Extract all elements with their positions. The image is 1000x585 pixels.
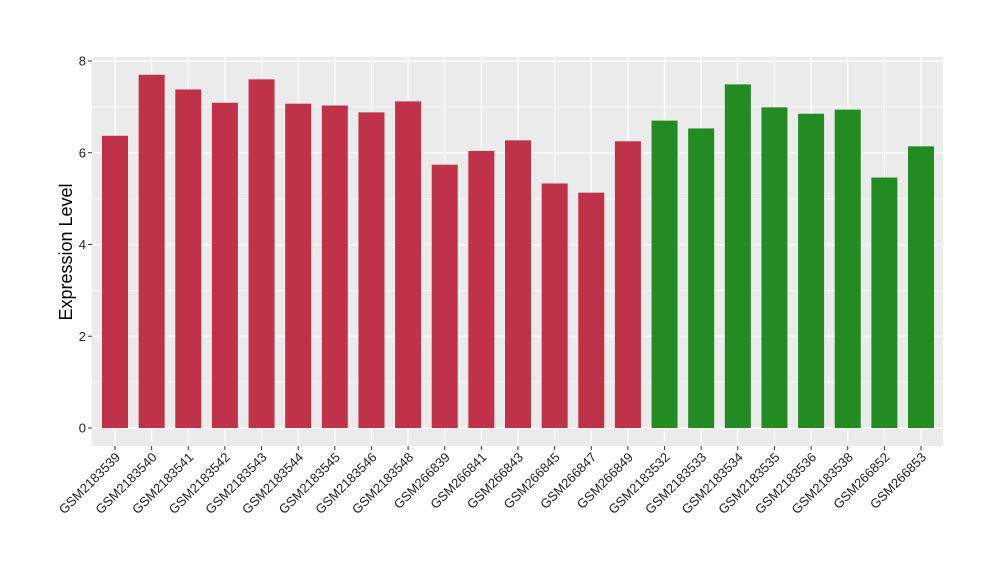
bar-GSM2183548: [395, 101, 422, 429]
y-axis: 0 2 4 6 8: [79, 54, 92, 436]
bar-GSM2183541: [175, 89, 202, 428]
bar-GSM266843: [505, 140, 531, 428]
bar-GSM2183532: [651, 120, 678, 428]
bar-GSM266853: [908, 146, 934, 428]
bars: [102, 74, 934, 429]
bar-GSM2183533: [688, 128, 715, 428]
bar-GSM2183543: [248, 79, 275, 428]
bar-GSM2183542: [211, 102, 238, 428]
bar-GSM266839: [431, 164, 458, 429]
bar-GSM2183538: [834, 109, 861, 428]
bar-GSM2183536: [798, 113, 825, 428]
bar-GSM266849: [614, 141, 641, 428]
bar-GSM266845: [541, 183, 568, 428]
bar-GSM2183535: [761, 107, 788, 429]
bar-GSM2183546: [358, 112, 385, 428]
bar-GSM266847: [578, 192, 605, 428]
bar-GSM2183534: [724, 84, 751, 429]
y-tick-label: 2: [79, 329, 86, 344]
x-axis: GSM2183539GSM2183540GSM2183541GSM2183542…: [56, 446, 929, 517]
bar-GSM266841: [468, 150, 495, 429]
bar-GSM2183545: [321, 105, 348, 428]
bar-GSM2183540: [138, 74, 165, 428]
bar-GSM2183544: [285, 103, 312, 428]
bar-GSM2183539: [102, 135, 128, 428]
y-tick-label: 8: [79, 54, 86, 69]
y-tick-label: 6: [79, 145, 86, 160]
bar-GSM266852: [871, 177, 898, 428]
y-tick-label: 0: [79, 421, 86, 436]
y-tick-label: 4: [79, 237, 86, 252]
y-axis-title: Expression Level: [56, 183, 76, 320]
